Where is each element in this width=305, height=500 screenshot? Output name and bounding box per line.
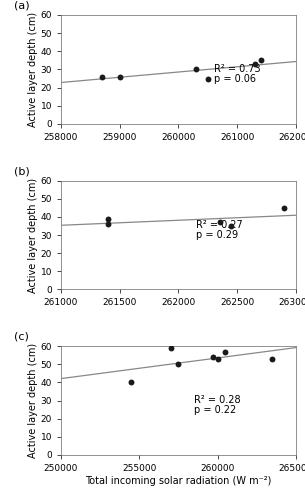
Point: [258, 56, 263, 64]
Y-axis label: Active layer depth (cm): Active layer depth (cm): [28, 12, 38, 127]
Point: [229, 222, 234, 230]
Text: R² = 0.28: R² = 0.28: [194, 395, 241, 405]
Text: (a): (a): [14, 0, 30, 10]
Point: [282, 204, 287, 212]
Point: [100, 72, 105, 80]
Point: [210, 353, 215, 361]
Text: (b): (b): [14, 166, 30, 176]
X-axis label: Total incoming solar radiation (W m⁻²): Total incoming solar radiation (W m⁻²): [85, 476, 272, 486]
Point: [217, 218, 222, 226]
Point: [106, 214, 110, 222]
Y-axis label: Active layer depth (cm): Active layer depth (cm): [28, 178, 38, 292]
Text: (c): (c): [14, 332, 29, 342]
Y-axis label: Active layer depth (cm): Active layer depth (cm): [28, 343, 38, 458]
Point: [194, 66, 199, 74]
Point: [252, 60, 257, 68]
Text: R² = 0.27: R² = 0.27: [196, 220, 243, 230]
Point: [270, 355, 275, 363]
Text: p = 0.29: p = 0.29: [196, 230, 238, 240]
Point: [106, 220, 110, 228]
Text: p = 0.06: p = 0.06: [214, 74, 256, 84]
Point: [215, 355, 220, 363]
Text: p = 0.22: p = 0.22: [194, 405, 236, 415]
Text: R² = 0.73: R² = 0.73: [214, 64, 260, 74]
Point: [117, 72, 122, 80]
Point: [176, 360, 181, 368]
Point: [205, 74, 210, 82]
Point: [168, 344, 173, 352]
Point: [129, 378, 134, 386]
Point: [223, 348, 228, 356]
